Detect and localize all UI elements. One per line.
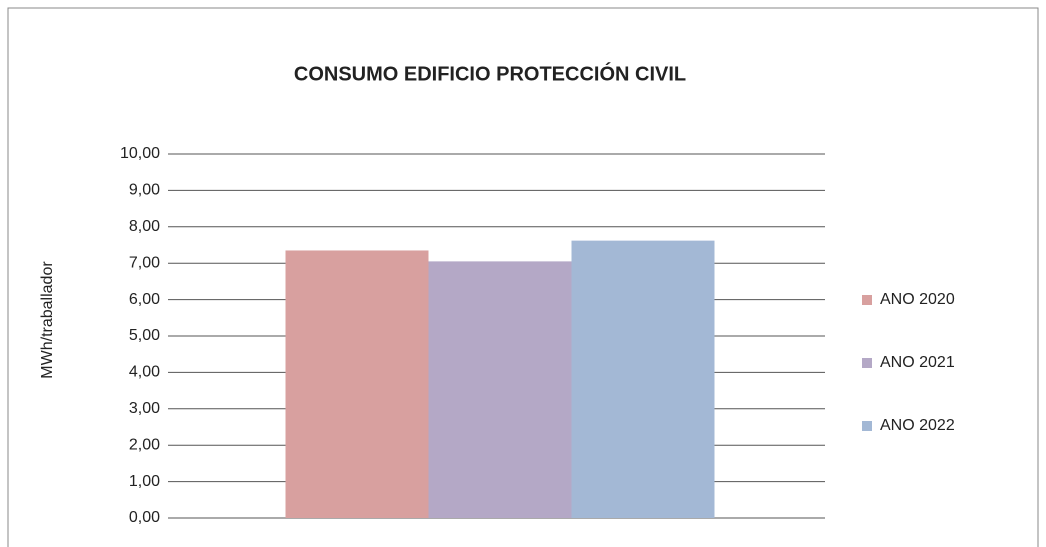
y-tick-label: 6,00	[129, 291, 160, 308]
y-tick-label: 9,00	[129, 182, 160, 199]
y-tick-label: 10,00	[120, 145, 160, 162]
y-tick-label: 2,00	[129, 436, 160, 453]
y-tick-label: 3,00	[129, 400, 160, 417]
y-tick-label: 7,00	[129, 254, 160, 271]
bar	[285, 250, 429, 518]
legend-swatch	[862, 295, 872, 305]
legend-label: ANO 2020	[880, 291, 955, 308]
y-tick-label: 1,00	[129, 473, 160, 490]
legend-label: ANO 2021	[880, 354, 955, 371]
y-tick-label: 8,00	[129, 218, 160, 235]
bar	[428, 261, 572, 518]
bar	[571, 240, 715, 518]
y-tick-label: 5,00	[129, 327, 160, 344]
chart-title: CONSUMO EDIFICIO PROTECCIÓN CIVIL	[294, 61, 686, 85]
y-tick-label: 0,00	[129, 509, 160, 526]
legend-swatch	[862, 421, 872, 431]
legend-label: ANO 2022	[880, 417, 955, 434]
y-axis-label: MWh/traballador	[39, 261, 56, 379]
legend-swatch	[862, 358, 872, 368]
y-tick-label: 4,00	[129, 364, 160, 381]
